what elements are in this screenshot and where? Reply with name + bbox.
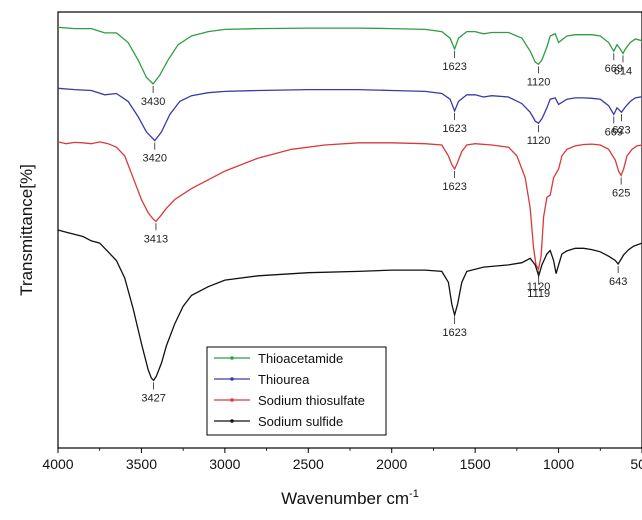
x-axis-label-text: Wavenumber cm xyxy=(281,489,409,508)
peak-label: 1120 xyxy=(527,76,551,88)
legend-marker-sodium-sulfide xyxy=(230,419,234,423)
legend-label-sodium-thiosulfate: Sodium thiosulfate xyxy=(258,393,365,408)
legend-marker-sodium-thiosulfate xyxy=(230,398,234,402)
peak-label: 1623 xyxy=(442,123,466,135)
x-axis: 4000 3500 3000 2500 2000 1500 1000 500 xyxy=(42,448,642,472)
legend-box xyxy=(206,346,387,436)
peak-label: 614 xyxy=(614,65,632,77)
peak-label: 1623 xyxy=(442,181,466,193)
x-tick-label: 3000 xyxy=(209,456,240,472)
peak-label: 623 xyxy=(612,124,630,136)
peak-label: 1120 xyxy=(527,281,551,293)
peak-label: 1120 xyxy=(527,135,551,147)
legend-label-thiourea: Thiourea xyxy=(258,372,310,387)
peak-label: 643 xyxy=(609,276,627,288)
series-line-thioacetamide xyxy=(57,26,642,85)
peak-label: 1623 xyxy=(442,327,466,339)
peak-label: 669 xyxy=(605,63,623,75)
x-tick-label: 1500 xyxy=(460,456,491,472)
peak-label: 3413 xyxy=(144,233,168,245)
y-axis-label: Transmittance[%] xyxy=(17,164,36,296)
x-tick-label: 2000 xyxy=(376,456,407,472)
x-tick-label: 500 xyxy=(630,456,642,472)
peak-label: 669 xyxy=(605,126,623,138)
peak-label: 625 xyxy=(612,188,630,200)
series-line-sodium-thiosulfate xyxy=(57,141,642,272)
series-line-sodium-sulfide xyxy=(57,229,642,382)
annotation-layer: 3430162311206696143420162311206696233413… xyxy=(141,51,632,404)
peak-label: 3427 xyxy=(141,392,165,404)
x-tick-label: 2500 xyxy=(293,456,324,472)
series-layer xyxy=(57,26,642,382)
legend-marker-thiourea xyxy=(230,377,234,381)
series-line-thiourea xyxy=(57,87,642,142)
x-tick-label: 1000 xyxy=(543,456,574,472)
peak-label: 3420 xyxy=(143,153,167,165)
legend: Thioacetamide Thiourea Sodium thiosulfate S… xyxy=(206,346,387,436)
peak-label: 1623 xyxy=(442,61,466,73)
x-tick-label: 3500 xyxy=(126,456,157,472)
peak-label: 3430 xyxy=(141,96,165,108)
legend-label-sodium-sulfide: Sodium sulfide xyxy=(258,414,343,429)
x-axis-label: Wavenumber cm-1 xyxy=(281,488,419,508)
legend-label-thioacetamide: Thioacetamide xyxy=(258,351,343,366)
peak-label: 1119 xyxy=(527,288,550,300)
legend-marker-thioacetamide xyxy=(230,356,234,360)
x-axis-label-superscript: -1 xyxy=(409,488,419,500)
x-tick-label: 4000 xyxy=(42,456,73,472)
